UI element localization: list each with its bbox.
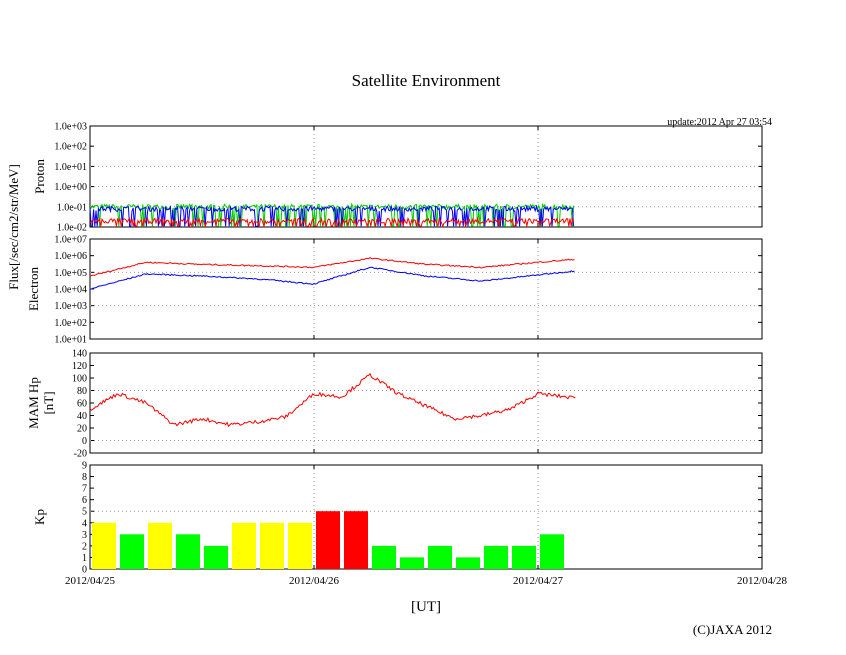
mam_hp-ytick-label: 40	[77, 411, 87, 422]
electron-ylabel: Electron	[26, 266, 41, 311]
proton-ytick-label: 1.0e+01	[54, 162, 87, 173]
kp-bar	[176, 534, 200, 569]
mam_hp-ytick-label: 100	[72, 374, 87, 385]
kp-ytick-label: 2	[82, 541, 87, 552]
electron-ytick-label: 1.0e+04	[54, 285, 87, 296]
mam_hp-ytick-label: 140	[72, 349, 87, 360]
kp-ytick-label: 6	[82, 495, 87, 506]
mam_hp-ytick-label: 20	[77, 424, 87, 435]
electron-frame	[89, 238, 763, 340]
x-tick-label: 2012/04/28	[737, 575, 788, 587]
kp-ytick-label: 0	[82, 565, 87, 576]
proton-ytick-label: 1.0e+00	[54, 182, 87, 193]
proton-frame	[89, 125, 763, 228]
kp-bar	[260, 522, 284, 569]
proton-series-blue	[89, 204, 575, 227]
mam_hp-ytick-label: -20	[74, 449, 87, 460]
x-tick-label: 2012/04/27	[513, 575, 564, 587]
kp-bar	[204, 545, 228, 569]
kp-bar	[484, 545, 508, 569]
mam_hp-ytick-label: 60	[77, 399, 87, 410]
mam_hp-ytick-label: 0	[82, 436, 87, 447]
kp-frame	[89, 464, 763, 570]
kp-bar	[400, 557, 424, 569]
proton-ylabel: Proton	[32, 159, 47, 194]
kp-ytick-label: 9	[82, 461, 87, 472]
kp-bar	[456, 557, 480, 569]
kp-bar	[92, 522, 116, 569]
kp-ylabel: Kp	[32, 509, 47, 525]
kp-bar	[512, 545, 536, 569]
panels-group: 1.0e-02 1.0e-01 1.0e+00 1.0e+01 1.0e+02 1.0e+…	[26, 122, 788, 588]
flux-ylabel: Flux[/sec/cm2/str/MeV]	[6, 164, 21, 290]
electron-ytick-label: 1.0e+06	[54, 251, 87, 262]
chart-title: Satellite Environment	[352, 71, 501, 90]
kp-bar	[120, 534, 144, 569]
electron-ytick-label: 1.0e+02	[54, 318, 87, 329]
flux-ylabel-text: Flux[/sec/cm2/str/MeV]	[6, 164, 21, 290]
kp-bar	[288, 522, 312, 569]
electron-ytick-label: 1.0e+03	[54, 301, 87, 312]
kp-bar	[372, 545, 396, 569]
electron-ytick-label: 1.0e+07	[54, 235, 87, 246]
kp-bar	[428, 545, 452, 569]
kp-bar	[344, 511, 368, 569]
kp-ytick-label: 7	[82, 484, 87, 495]
mam_hp-ytick-label: 80	[77, 386, 87, 397]
kp-bar	[316, 511, 340, 569]
mam_hp-series-red	[89, 372, 576, 428]
kp-ytick-label: 1	[82, 553, 87, 564]
kp-bar	[148, 522, 172, 569]
proton-ytick-label: 1.0e-01	[57, 202, 87, 213]
x-tick-label: 2012/04/26	[289, 575, 340, 587]
update-timestamp: update:2012 Apr 27 03:54	[667, 117, 772, 128]
kp-ytick-label: 5	[82, 507, 87, 518]
proton-ytick-label: 1.0e+02	[54, 142, 87, 153]
x-axis-label: [UT]	[411, 599, 441, 615]
copyright: (C)JAXA 2012	[693, 622, 772, 637]
mam-ylabel-line2: [nT]	[41, 391, 56, 414]
electron-series-blue	[89, 266, 575, 290]
mam_hp-frame	[89, 352, 763, 454]
proton-ytick-label: 1.0e-02	[57, 223, 87, 234]
mam-ylabel-line1: MAM Hp	[26, 377, 41, 429]
x-tick-label: 2012/04/25	[65, 575, 116, 587]
kp-bar	[232, 522, 256, 569]
electron-series-red	[89, 256, 575, 277]
kp-ytick-label: 3	[82, 530, 87, 541]
electron-ytick-label: 1.0e+01	[54, 335, 87, 346]
mam_hp-ytick-label: 120	[72, 361, 87, 372]
kp-ytick-label: 4	[82, 518, 87, 529]
proton-series-red	[89, 216, 575, 229]
kp-bar	[540, 534, 564, 569]
kp-ytick-label: 8	[82, 472, 87, 483]
electron-ytick-label: 1.0e+05	[54, 268, 87, 279]
proton-ytick-label: 1.0e+03	[54, 122, 87, 133]
mam_hp-ylabel: MAM Hp[nT]	[26, 377, 56, 429]
